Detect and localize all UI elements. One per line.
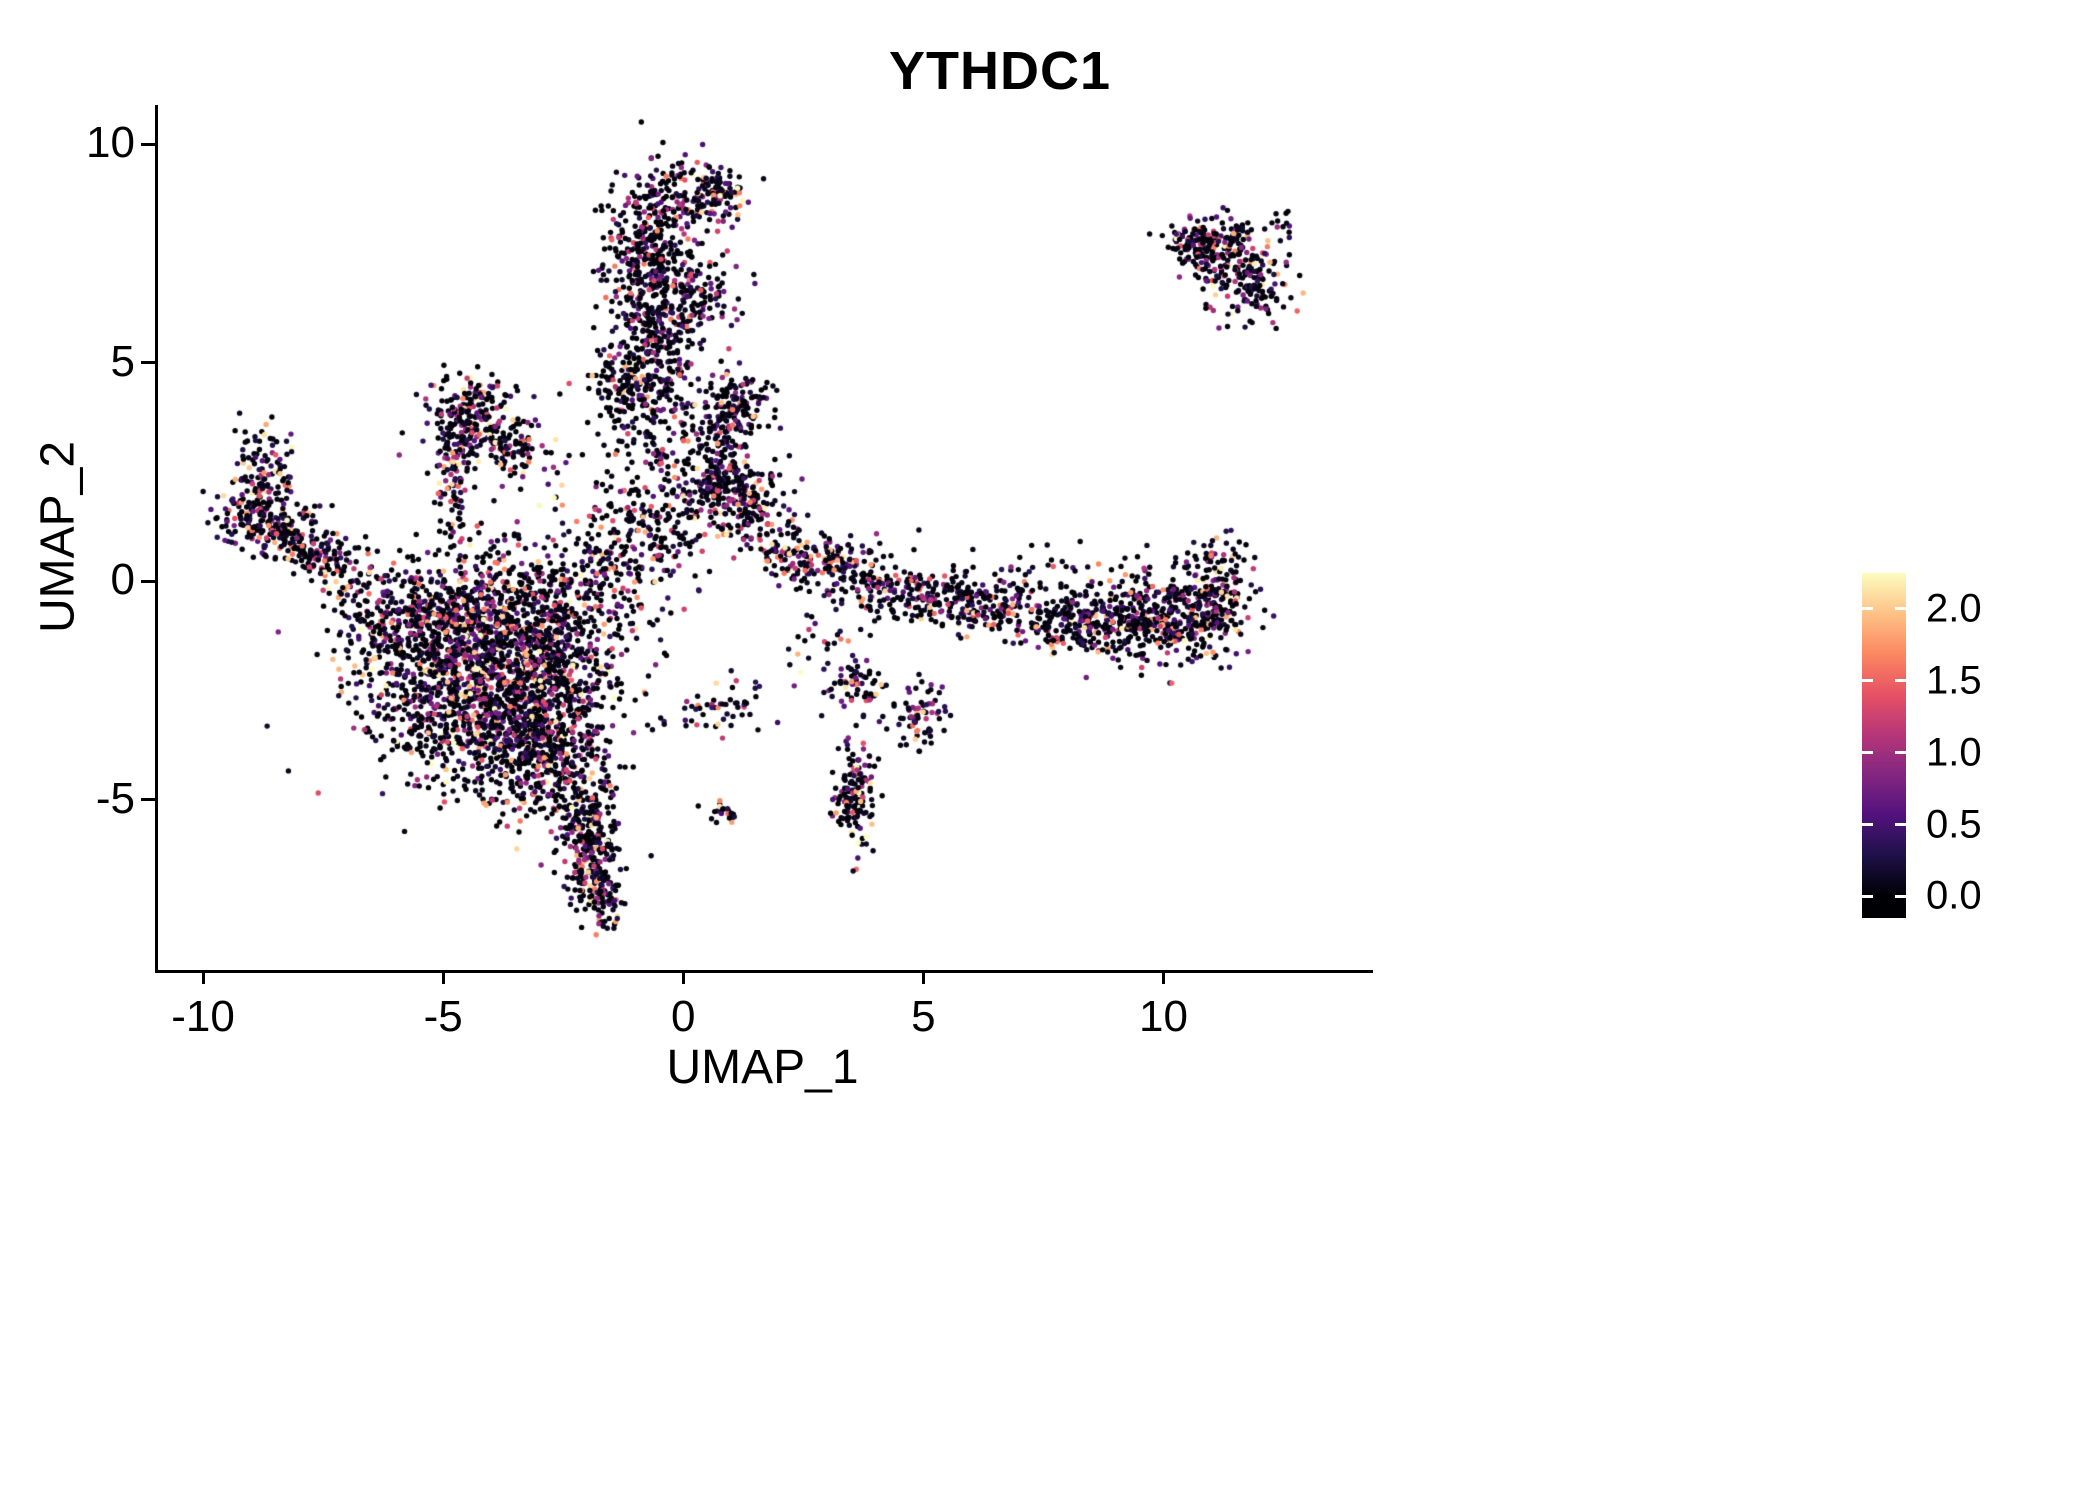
y-tick-label: 0 [110,555,135,605]
x-axis-title: UMAP_1 [666,1041,859,1094]
x-tick-mark [1161,970,1165,984]
x-tick-label: 10 [1139,992,1188,1041]
scatter-points-canvas [158,105,1373,970]
colorbar-tick-mark [1862,607,1873,611]
x-tick-mark [681,970,685,984]
plot-title: YTHDC1 [888,41,1112,101]
x-tick-label: 5 [911,992,936,1041]
y-tick-label: 10 [86,118,135,168]
x-tick-label: 0 [671,992,696,1041]
colorbar: 0.0 0.5 1.0 1.5 2.0 [1862,573,1982,918]
colorbar-tick-mark [1862,751,1873,755]
colorbar-tick-label: 0.0 [1926,873,1982,918]
colorbar-tick-mark [1895,679,1906,683]
y-tick-mark [141,142,155,146]
colorbar-tick-label: 1.5 [1926,658,1982,703]
colorbar-tick-label: 1.0 [1926,730,1982,775]
x-tick-label: -10 [171,992,235,1041]
colorbar-tick-mark [1895,823,1906,827]
y-tick-label: 5 [110,336,135,386]
y-axis-title: UMAP_2 [31,440,85,634]
colorbar-tick-label: 0.5 [1926,802,1982,847]
colorbar-tick-mark [1862,823,1873,827]
colorbar-tick-label: 2.0 [1926,586,1982,631]
x-tick-mark [921,970,925,984]
colorbar-tick-mark [1895,751,1906,755]
x-tick-mark [201,970,205,984]
colorbar-tick-mark [1862,894,1873,898]
x-tick-label: -5 [423,992,463,1041]
plot-panel [155,105,1373,973]
colorbar-tick-mark [1895,607,1906,611]
colorbar-tick-mark [1862,679,1873,683]
x-tick-mark [441,970,445,984]
colorbar-gradient [1862,573,1906,918]
y-tick-mark [141,579,155,583]
colorbar-tick-mark [1895,894,1906,898]
y-tick-mark [141,798,155,802]
y-tick-label: -5 [95,773,135,823]
y-tick-mark [141,361,155,365]
